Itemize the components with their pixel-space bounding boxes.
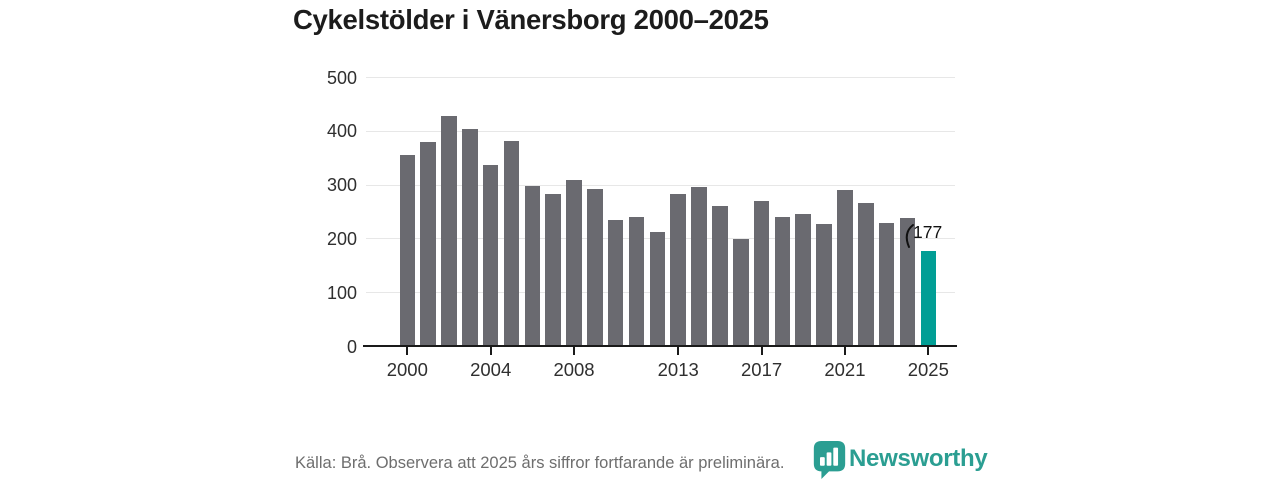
y-axis-label-300: 300 [326,175,357,196]
y-axis-label-100: 100 [326,282,357,303]
highlight-value-label: 177 [913,222,943,242]
newsworthy-logo-icon [813,441,846,479]
bar-2025 [920,251,937,347]
x-axis-label-2008: 2008 [553,359,595,380]
y-axis-label-400: 400 [326,121,357,142]
x-axis-tick-2004 [489,346,492,355]
bar-2014 [691,187,707,347]
brand-wordmark: Newsworthy [849,445,988,472]
x-axis-label-2025: 2025 [907,359,949,380]
bar-2013 [670,194,686,347]
bar-2020 [816,223,832,347]
bar-2019 [795,214,812,347]
x-axis-label-2000: 2000 [386,359,428,380]
source-note: Källa: Brå. Observera att 2025 års siffr… [295,454,785,472]
bar-2018 [774,217,791,347]
bar-2001 [420,141,436,347]
bar-2006 [524,186,541,347]
x-axis-tick-2021 [843,346,846,355]
bar-2009 [587,188,603,347]
bar-2024 [899,217,916,347]
x-axis-label-2004: 2004 [470,359,512,380]
bar-2023 [878,223,895,347]
x-axis-tick-2000 [406,346,409,355]
bar-2011 [628,216,645,347]
bar-2003 [462,128,478,347]
bar-2007 [545,193,561,347]
bar-2012 [649,231,666,347]
bar-2022 [857,202,874,347]
bar-2002 [441,115,457,347]
y-axis-label-500: 500 [326,67,357,88]
gridline-300 [366,184,955,186]
y-axis-label-200: 200 [326,228,357,249]
x-axis-label-2021: 2021 [824,359,866,380]
bar-2004 [482,165,499,347]
x-axis-tick-2008 [573,346,576,355]
bar-2016 [732,238,749,347]
bar-2021 [837,189,853,347]
x-axis-label-2013: 2013 [657,359,699,380]
y-axis-label-0: 0 [346,336,357,357]
bar-2017 [753,200,770,347]
x-axis-label-2017: 2017 [741,359,783,380]
value-callout-line-icon [905,224,914,248]
x-axis-tick-2017 [760,346,763,355]
bar-2005 [503,140,520,347]
bar-2000 [399,154,416,347]
bar-2015 [712,206,728,347]
gridline-500 [366,77,955,78]
x-axis-tick-2025 [927,346,930,355]
bar-2010 [607,219,624,347]
bar-2008 [566,180,582,347]
x-axis-tick-2013 [677,346,680,355]
chart-title: Cykelstölder i Vänersborg 2000–2025 [293,4,769,35]
x-axis-line [363,344,957,348]
gridline-400 [366,130,955,132]
